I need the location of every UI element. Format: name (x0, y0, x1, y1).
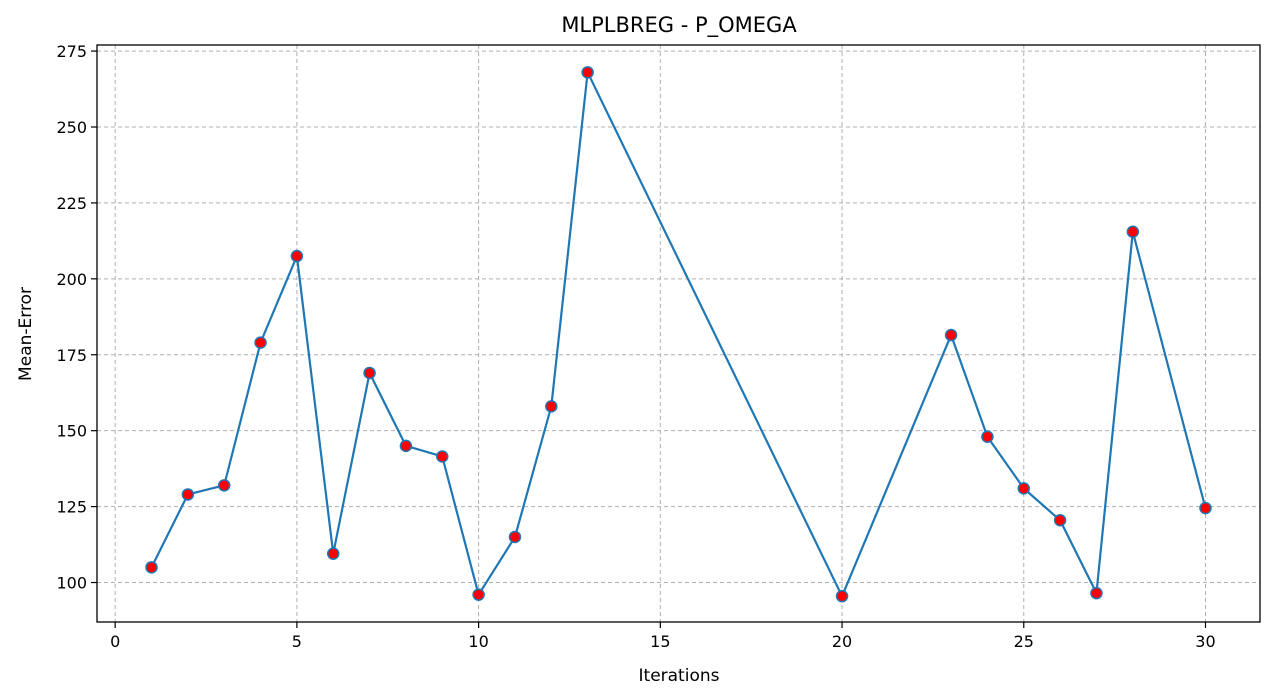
y-tick-label: 125 (56, 498, 87, 517)
x-tick-label: 30 (1195, 632, 1215, 651)
x-tick-label: 10 (468, 632, 488, 651)
x-tick-label: 0 (110, 632, 120, 651)
data-point (436, 450, 449, 463)
data-point (290, 249, 304, 263)
data-point (326, 547, 340, 560)
data-point (1199, 501, 1212, 515)
y-tick-label: 250 (56, 118, 87, 137)
plot-frame (96, 44, 1261, 623)
data-point (1053, 514, 1067, 527)
data-point (1090, 586, 1103, 600)
data-point (472, 588, 485, 601)
y-tick-label: 225 (56, 194, 87, 213)
data-point (399, 439, 413, 453)
data-point (145, 561, 158, 574)
chart-title: MLPLBREG - P_OMEGA (561, 13, 797, 38)
y-tick-label: 200 (56, 270, 87, 289)
x-axis-label: Iterations (639, 666, 720, 686)
data-point (508, 530, 522, 544)
y-tick-label: 150 (56, 422, 87, 441)
data-point (217, 479, 231, 492)
data-point (981, 430, 994, 444)
x-axis-ticks: 0 5 10 15 20 25 30 (110, 622, 1216, 651)
data-point (254, 336, 267, 349)
data-point (363, 366, 376, 380)
y-tick-label: 275 (56, 42, 87, 61)
data-point (1126, 225, 1140, 239)
y-tick-label: 100 (56, 574, 87, 593)
data-point (835, 589, 849, 603)
data-point (1017, 482, 1031, 495)
x-tick-label: 20 (832, 632, 852, 651)
x-tick-label: 25 (1014, 632, 1034, 651)
data-point (581, 66, 594, 79)
data-point (545, 400, 558, 413)
y-axis-ticks: 100 125 150 175 200 225 250 275 (56, 42, 97, 593)
data-point (944, 328, 958, 342)
marker-layer (145, 66, 1212, 603)
grid-lines (97, 45, 1260, 622)
y-axis-label: Mean-Error (16, 287, 36, 381)
x-tick-label: 5 (292, 632, 302, 651)
y-tick-label: 175 (56, 346, 87, 365)
x-tick-label: 15 (650, 632, 670, 651)
data-point (181, 488, 195, 501)
